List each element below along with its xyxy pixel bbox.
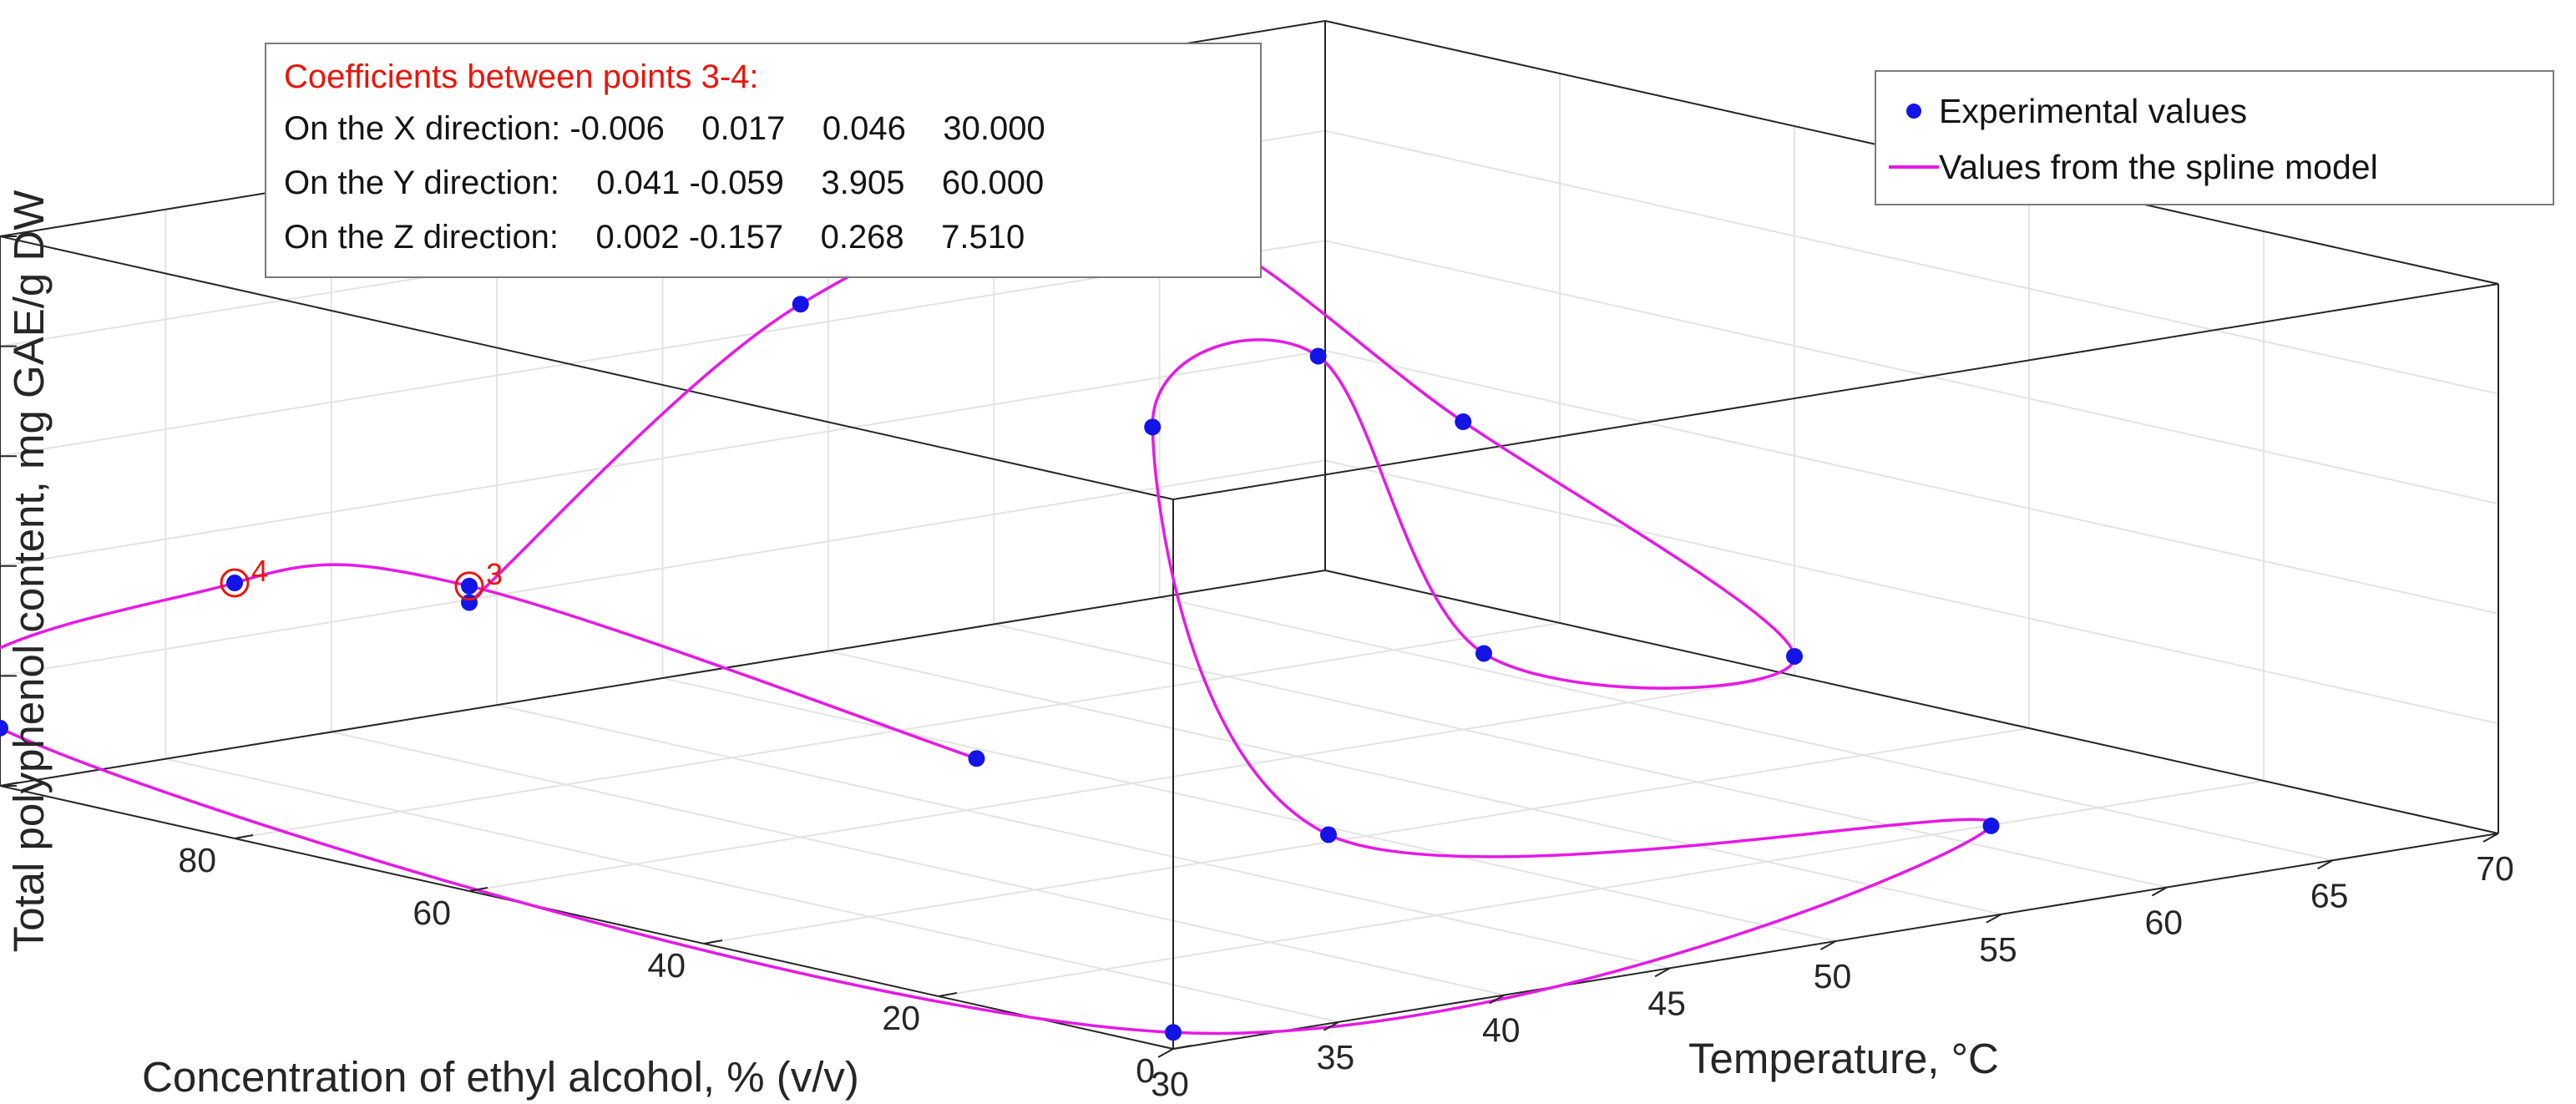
y-tick-label: 20: [882, 999, 920, 1037]
experimental-point: [1165, 1024, 1182, 1041]
grid-line: [938, 780, 2265, 997]
experimental-point: [1309, 347, 1327, 365]
x-tick-mark: [1157, 1048, 1174, 1058]
legend-marker-experimental: [1906, 104, 1921, 119]
grid-line: [331, 731, 1505, 996]
experimental-point: [968, 750, 985, 767]
experimental-point: [1982, 817, 2000, 834]
grid-line: [468, 675, 1795, 892]
z-axis-label: Total polyphenol content, mg GAE/g DW: [5, 190, 53, 953]
experimental-point: [1475, 645, 1492, 662]
experimental-point: [1455, 413, 1472, 431]
experimental-point: [1320, 826, 1337, 843]
box-edge: [0, 570, 1326, 787]
grid-line: [662, 677, 1836, 942]
grid-line: [0, 349, 1326, 567]
x-tick-mark: [2482, 833, 2499, 843]
grid-line: [1159, 596, 2333, 862]
point-label: 3: [486, 557, 503, 591]
x-tick-label: 55: [1979, 930, 2017, 969]
y-tick-label: 60: [412, 894, 451, 932]
x-tick-mark: [1986, 913, 2002, 924]
x-tick-label: 40: [1482, 1011, 1521, 1050]
legend-label-experimental: Experimental values: [1939, 92, 2247, 130]
coefficients-box: Coefficients between points 3-4: On the …: [265, 43, 1262, 278]
grid-line: [0, 459, 1326, 677]
experimental-points-layer: 34: [0, 198, 2000, 1041]
grid-line: [496, 704, 1671, 970]
grid-line: [1324, 459, 2499, 725]
highlight-ring: [220, 568, 250, 598]
x-tick-label: 70: [2476, 849, 2514, 888]
y-tick-label: 40: [647, 946, 686, 985]
x-tick-label: 60: [2144, 904, 2183, 942]
coefficients-row-y: On the Y direction: 0.041 -0.059 3.905 6…: [284, 165, 1044, 201]
experimental-point: [0, 719, 8, 737]
y-tick-label: 80: [178, 841, 216, 879]
x-tick-label: 50: [1814, 957, 1852, 995]
legend-frame: [1875, 70, 2554, 205]
y-axis-label: Concentration of ethyl alcohol, % (v/v): [142, 1053, 859, 1101]
point-label: 4: [251, 554, 268, 588]
spline-layer: [0, 200, 1994, 1036]
coefficients-row-x: On the X direction: -0.006 0.017 0.046 3…: [284, 110, 1045, 147]
x-tick-label: 35: [1317, 1038, 1355, 1076]
x-tick-mark: [1654, 967, 1671, 978]
legend: Experimental values Values from the spli…: [1875, 70, 2554, 205]
spline-curve: [0, 200, 1994, 1036]
x-tick-mark: [1323, 1020, 1339, 1031]
y-tick-label: 0: [1136, 1051, 1155, 1090]
grid-line: [1324, 349, 2499, 615]
x-axis-label: Temperature, °C: [1688, 1035, 1999, 1082]
tick-labels: 303540455055606570020406080000246810: [0, 235, 2514, 1103]
grid-line: [165, 757, 1339, 1023]
legend-label-spline: Values from the spline model: [1939, 148, 2378, 186]
grid-line: [1324, 240, 2499, 505]
highlight-ring: [454, 571, 484, 601]
x-tick-mark: [2317, 859, 2334, 870]
grid-line: [1324, 129, 2499, 395]
x-tick-label: 45: [1647, 984, 1686, 1022]
y-tick-mark: [234, 834, 254, 839]
y-tick-mark: [468, 887, 488, 892]
experimental-point: [1786, 647, 1803, 665]
x-tick-label: 65: [2310, 876, 2349, 914]
experimental-point: [792, 296, 809, 313]
box-edge: [0, 235, 1174, 500]
coefficients-title: Coefficients between points 3-4:: [284, 58, 759, 95]
experimental-point: [226, 575, 243, 592]
x-tick-mark: [2151, 886, 2168, 897]
coefficients-row-z: On the Z direction: 0.002 -0.157 0.268 7…: [284, 219, 1025, 256]
grid-line: [994, 623, 2168, 889]
y-tick-mark: [703, 939, 723, 944]
experimental-point: [1144, 418, 1161, 436]
experimental-point: [461, 577, 478, 595]
box-edge: [1324, 570, 2499, 834]
grid-line: [827, 650, 2002, 915]
box-edge: [0, 785, 1174, 1050]
grid-line: [703, 727, 2030, 944]
box-edge: [1172, 283, 2499, 500]
coefficients-box-frame: [265, 43, 1262, 278]
x-tick-label: 30: [1151, 1065, 1189, 1103]
x-tick-mark: [1489, 994, 1506, 1005]
x-tick-mark: [1820, 940, 1836, 950]
y-tick-mark: [1172, 1045, 1192, 1050]
y-tick-mark: [938, 992, 958, 997]
